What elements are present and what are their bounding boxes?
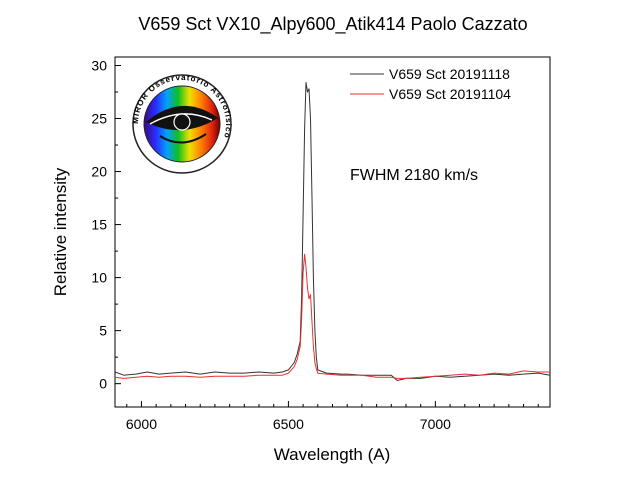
x-tick-label: 7000 xyxy=(420,416,451,432)
y-tick-label: 5 xyxy=(99,323,107,339)
series-layer xyxy=(115,82,550,381)
y-tick-label: 25 xyxy=(91,111,107,127)
miror-observatory-logo: MIROR Osservatorio Astrofisico xyxy=(131,73,232,174)
y-tick-label: 0 xyxy=(99,376,107,392)
y-tick-label: 20 xyxy=(91,164,107,180)
y-axis: 0 5 10 15 20 25 30 xyxy=(91,57,121,392)
legend: V659 Sct 20191118 V659 Sct 20191104 xyxy=(350,66,511,102)
legend-label-series-1: V659 Sct 20191118 xyxy=(389,66,510,82)
x-tick-label: 6000 xyxy=(126,416,157,432)
x-axis-label: Wavelength (A) xyxy=(274,445,391,464)
fwhm-annotation: FWHM 2180 km/s xyxy=(350,167,478,184)
chart-title: V659 Sct VX10_Alpy600_Atik414 Paolo Cazz… xyxy=(138,14,527,35)
x-axis: 6000 6500 7000 xyxy=(126,401,539,432)
y-axis-label: Relative intensity xyxy=(51,167,70,296)
series-line-2 xyxy=(115,253,550,379)
x-tick-label: 6500 xyxy=(273,416,304,432)
y-tick-label: 30 xyxy=(91,57,107,73)
y-tick-label: 15 xyxy=(91,217,107,233)
legend-label-series-2: V659 Sct 20191104 xyxy=(389,86,511,102)
y-tick-label: 10 xyxy=(91,270,107,286)
